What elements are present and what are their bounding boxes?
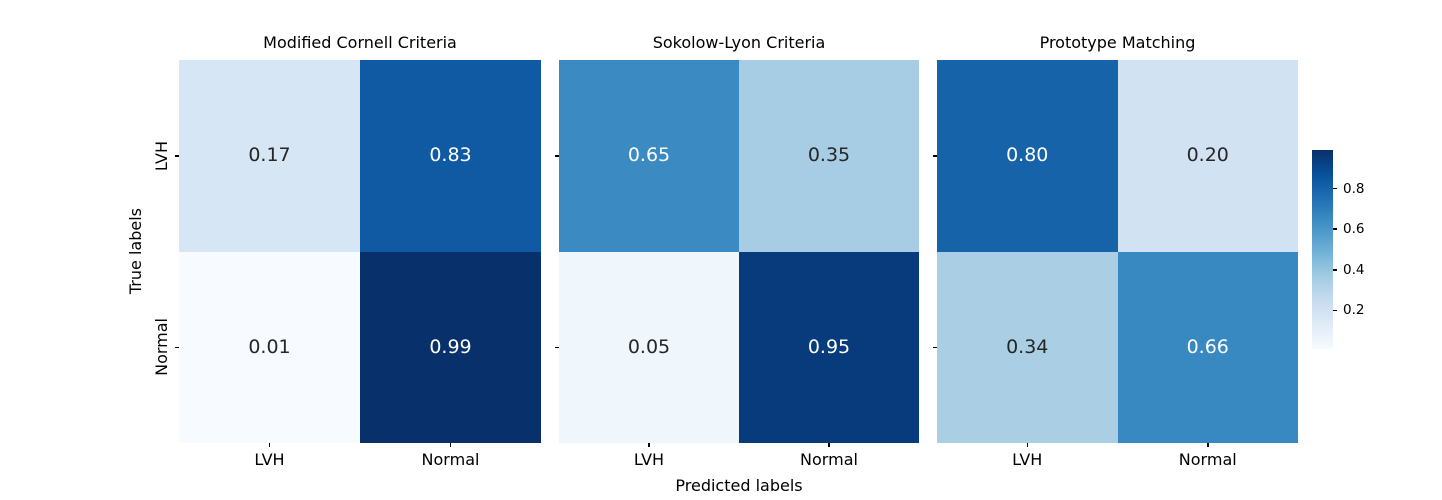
colorbar-tick-mark bbox=[1333, 269, 1337, 271]
heatmap-panel-sokolow-lyon: Sokolow-Lyon Criteria 0.65 0.35 0.05 0.95 L… bbox=[554, 33, 919, 478]
heatmap-cell: 0.99 bbox=[360, 251, 541, 443]
panel-title: Modified Cornell Criteria bbox=[263, 33, 457, 52]
colorbar: 0.8 0.6 0.4 0.2 bbox=[1312, 150, 1364, 349]
heatmap-grid: 0.65 0.35 0.05 0.95 bbox=[559, 60, 919, 443]
heatmap-cell: 0.35 bbox=[739, 60, 919, 252]
y-tick-mark bbox=[554, 346, 559, 348]
x-tick-labels: LVH Normal bbox=[937, 450, 1298, 469]
heatmap-cell: 0.80 bbox=[937, 60, 1118, 252]
colorbar-tick-label: 0.6 bbox=[1343, 221, 1365, 238]
x-tick-mark bbox=[1207, 443, 1209, 447]
x-tick-label: Normal bbox=[421, 450, 480, 469]
heatmap-cell: 0.05 bbox=[559, 251, 739, 443]
y-tick-label-normal: Normal bbox=[148, 252, 174, 444]
colorbar-gradient bbox=[1312, 150, 1333, 349]
y-tick-label-lvh: LVH bbox=[148, 60, 174, 252]
x-tick-label: LVH bbox=[1012, 450, 1043, 469]
heatmap-cell: 0.01 bbox=[179, 251, 360, 443]
colorbar-tick-mark bbox=[1333, 228, 1337, 230]
y-tick-label-text: Normal bbox=[151, 318, 171, 377]
x-tick-label: LVH bbox=[254, 450, 285, 469]
heatmap-cell: 0.83 bbox=[360, 60, 541, 252]
heatmap-grid: 0.17 0.83 0.01 0.99 bbox=[179, 60, 541, 443]
colorbar-tick-mark bbox=[1333, 187, 1337, 190]
x-tick-label: LVH bbox=[633, 450, 665, 469]
colorbar-tick-label: 0.4 bbox=[1343, 261, 1365, 278]
y-tick-mark bbox=[932, 346, 937, 348]
y-tick-mark bbox=[554, 155, 559, 157]
x-tick-mark bbox=[449, 443, 452, 447]
colorbar-tick-label: 0.2 bbox=[1343, 302, 1365, 319]
y-axis-label: True labels bbox=[122, 60, 148, 443]
y-axis-label-text: True labels bbox=[125, 208, 145, 295]
x-tick-label: Normal bbox=[1178, 450, 1237, 469]
y-tick-mark bbox=[932, 155, 937, 157]
panel-title: Sokolow-Lyon Criteria bbox=[652, 33, 826, 52]
panel-title: Prototype Matching bbox=[1039, 33, 1196, 52]
heatmap-cell: 0.20 bbox=[1117, 60, 1298, 252]
heatmap-cell: 0.95 bbox=[739, 251, 919, 443]
colorbar-tick-mark bbox=[1333, 309, 1337, 312]
heatmap-cell: 0.34 bbox=[937, 251, 1118, 443]
y-tick-mark bbox=[174, 346, 179, 348]
heatmap-panel-modified-cornell: Modified Cornell Criteria 0.17 0.83 0.01 0.… bbox=[174, 33, 541, 478]
heatmap-cell: 0.66 bbox=[1117, 251, 1298, 443]
heatmap-cell: 0.17 bbox=[179, 60, 360, 252]
x-axis-label: Predicted labels bbox=[675, 476, 803, 495]
heatmap-panel-prototype-matching: Prototype Matching 0.80 0.20 0.34 0.66 LVH N… bbox=[932, 33, 1298, 478]
y-tick-label-text: LVH bbox=[151, 140, 171, 171]
x-tick-mark bbox=[648, 443, 650, 447]
x-tick-mark bbox=[268, 443, 271, 447]
colorbar-tick-label: 0.8 bbox=[1343, 180, 1365, 197]
x-tick-mark bbox=[1026, 443, 1028, 447]
x-tick-mark bbox=[828, 443, 830, 447]
x-tick-labels: LVH Normal bbox=[179, 450, 541, 469]
y-tick-mark bbox=[174, 155, 179, 157]
x-tick-labels: LVH Normal bbox=[559, 450, 919, 469]
heatmap-cell: 0.65 bbox=[559, 60, 739, 252]
x-tick-label: Normal bbox=[800, 450, 858, 469]
heatmap-grid: 0.80 0.20 0.34 0.66 bbox=[937, 60, 1298, 443]
